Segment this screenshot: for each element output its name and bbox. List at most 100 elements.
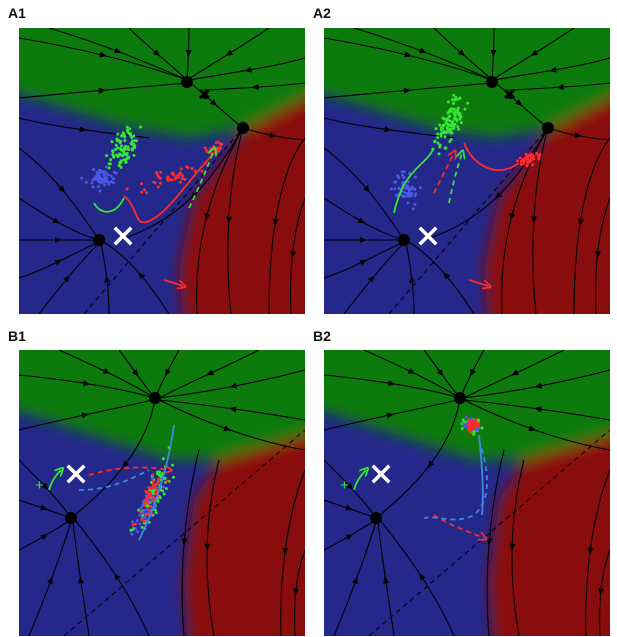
- dot: [448, 114, 452, 118]
- flow-arrowhead: [251, 84, 259, 91]
- red-arrow: [468, 279, 488, 286]
- small-dot: [202, 93, 208, 99]
- dot: [446, 111, 450, 115]
- dot: [155, 482, 159, 486]
- flow-arrowhead: [165, 368, 171, 377]
- dot: [212, 144, 216, 148]
- flow-arrowhead: [209, 99, 218, 107]
- flow-arrowhead: [54, 259, 63, 266]
- flow-arrowhead: [556, 84, 564, 91]
- flow-arrowhead: [388, 380, 396, 387]
- dot: [102, 170, 106, 174]
- dot: [156, 185, 160, 189]
- dot: [143, 504, 147, 508]
- dot: [142, 501, 146, 505]
- saddle-point-right: [542, 122, 554, 134]
- dot: [110, 140, 114, 144]
- dot: [406, 201, 410, 205]
- flow-arrowhead: [102, 368, 111, 374]
- flow-arrowhead: [282, 547, 289, 555]
- dot: [130, 532, 134, 536]
- dot: [133, 522, 137, 526]
- dot: [162, 485, 166, 489]
- phase-portrait-b2: +: [324, 350, 610, 636]
- dot: [180, 177, 184, 181]
- flow-arrowhead: [229, 382, 237, 389]
- dot: [178, 180, 182, 184]
- flow-arrowhead: [514, 99, 523, 107]
- red-arrow: [163, 279, 183, 286]
- cross-marker: [66, 464, 86, 484]
- dot: [124, 152, 128, 156]
- green-dashed-trajectory: [448, 153, 462, 204]
- dot: [116, 146, 120, 150]
- dot: [146, 502, 150, 506]
- dot: [405, 186, 409, 190]
- dot: [437, 152, 441, 156]
- dot: [145, 490, 149, 494]
- separatrix-dashed: [388, 127, 549, 314]
- flow-arrowhead: [204, 543, 211, 551]
- dot: [140, 190, 144, 194]
- dot: [515, 159, 519, 163]
- red-dot-cloud: [125, 161, 207, 195]
- dot: [418, 186, 422, 190]
- dot: [436, 141, 440, 145]
- separatrix-dashed: [63, 429, 305, 636]
- plus-sign: +: [35, 477, 44, 494]
- dot: [153, 181, 157, 185]
- dot: [156, 499, 160, 503]
- flow-arrowhead: [368, 275, 375, 283]
- dot: [448, 127, 452, 131]
- red-region: [179, 98, 305, 314]
- green-kick-arrow: [48, 470, 61, 491]
- dot: [455, 110, 459, 114]
- flow-arrowhead: [206, 369, 214, 376]
- flow-arrowhead: [181, 538, 188, 546]
- dot: [401, 174, 405, 178]
- dot: [134, 527, 138, 531]
- saddle-point-top: [149, 392, 161, 404]
- flow-arrowhead: [204, 213, 211, 221]
- dot: [111, 177, 115, 181]
- dot: [148, 492, 152, 496]
- panel-label-a2: A2: [313, 5, 331, 21]
- flow-arrowhead: [403, 87, 411, 94]
- dot: [105, 154, 109, 158]
- dot: [397, 187, 401, 191]
- panel-a1: [19, 28, 305, 314]
- dot: [400, 170, 404, 174]
- dot: [219, 146, 223, 150]
- dot: [396, 174, 400, 178]
- dot: [442, 124, 446, 128]
- dot: [143, 188, 147, 192]
- panel-a2: [324, 28, 610, 314]
- dot: [136, 530, 140, 534]
- dot: [152, 499, 156, 503]
- dot: [114, 143, 118, 147]
- flow-arrowhead: [114, 47, 122, 54]
- dot: [451, 98, 455, 102]
- red-region: [484, 98, 610, 314]
- dot: [140, 518, 144, 522]
- dot: [181, 174, 185, 178]
- dot: [119, 144, 123, 148]
- green-region: [324, 28, 610, 138]
- stable-point-blue: [370, 512, 382, 524]
- dot: [456, 125, 460, 129]
- dot: [170, 178, 174, 182]
- dot: [457, 127, 461, 131]
- flow-arrowhead: [574, 132, 582, 139]
- cross-marker: [371, 464, 391, 484]
- dot: [190, 166, 194, 170]
- dot: [158, 496, 162, 500]
- dot: [176, 175, 180, 179]
- dot: [446, 100, 450, 104]
- dot: [438, 145, 442, 149]
- blue-dot-cloud: [80, 165, 118, 193]
- saddle-point-top: [181, 76, 193, 88]
- flow-arrowhead: [530, 49, 539, 56]
- small-dot: [507, 93, 513, 99]
- dot: [406, 193, 410, 197]
- flow-arrowhead: [40, 504, 48, 511]
